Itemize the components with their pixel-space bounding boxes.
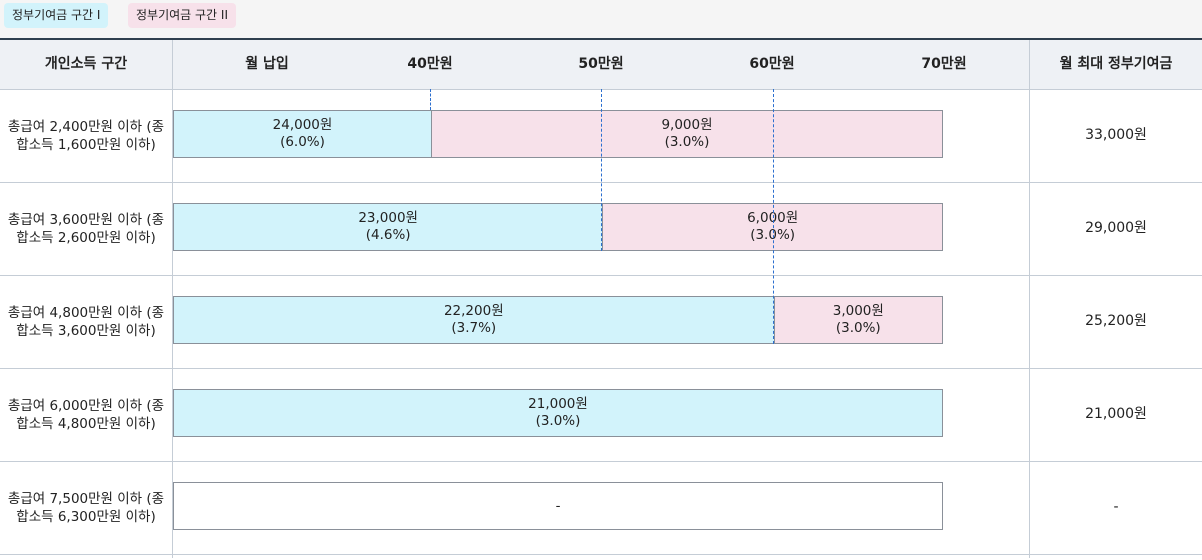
max-contribution-value: 21,000원 bbox=[1085, 406, 1147, 422]
tier2-bar-label: 9,000원 (3.0%) bbox=[661, 117, 713, 150]
tier2-bar: 6,000원 (3.0%) bbox=[602, 204, 942, 250]
contribution-bar-track: 24,000원 (6.0%) 9,000원 (3.0%) bbox=[173, 110, 943, 158]
income-bracket-text: 총급여 7,500만원 이하 (종합소득 6,300만원 이하) bbox=[7, 490, 165, 525]
table-row: 총급여 4,800만원 이하 (종합소득 3,600만원 이하) 22,200원(… bbox=[0, 275, 1202, 369]
table-row: 총급여 7,500만원 이하 (종합소득 6,300만원 이하) - - bbox=[0, 461, 1202, 555]
income-bracket-label: 총급여 6,000만원 이하 (종합소득 4,800만원 이하) bbox=[0, 368, 172, 461]
max-contribution-value: 29,000원 bbox=[1085, 220, 1147, 236]
column-divider bbox=[172, 40, 173, 558]
legend: 정부기여금 구간 I 정부기여금 구간 II bbox=[0, 0, 1202, 38]
legend-tier2-chip: 정부기여금 구간 II bbox=[128, 3, 236, 28]
tier1-bar: 24,000원 (6.0%) bbox=[174, 111, 431, 157]
empty-bar-label: - bbox=[555, 497, 561, 514]
income-bracket-label: 총급여 4,800만원 이하 (종합소득 3,600만원 이하) bbox=[0, 275, 172, 368]
gridline-60 bbox=[773, 89, 774, 344]
income-bracket-label: 총급여 7,500만원 이하 (종합소득 6,300만원 이하) bbox=[0, 461, 172, 554]
max-contribution-value: 33,000원 bbox=[1085, 127, 1147, 143]
income-bracket-text: 총급여 2,400만원 이하 (종합소득 1,600만원 이하) bbox=[7, 118, 165, 153]
max-contribution-value: 25,200원 bbox=[1085, 313, 1147, 329]
max-contribution-value: - bbox=[1113, 499, 1119, 515]
contribution-bar-track: 22,200원 (3.7%) 3,000원 (3.0%) bbox=[173, 296, 943, 344]
tier1-bar-label: 22,200원 (3.7%) bbox=[443, 303, 504, 336]
tier2-bar: 9,000원 (3.0%) bbox=[431, 111, 942, 157]
income-bracket-text: 총급여 3,600만원 이하 (종합소득 2,600만원 이하) bbox=[7, 211, 165, 246]
tick-label-70: 70만원 bbox=[921, 56, 967, 72]
contribution-bar-track: 21,000원 (3.0%) bbox=[173, 389, 943, 437]
legend-tier1-chip: 정부기여금 구간 I bbox=[4, 3, 109, 28]
tier1-bar-label: 23,000원 (4.6%) bbox=[358, 210, 418, 243]
contribution-bar-track: 23,000원 (4.6%) 6,000원 (3.0%) bbox=[173, 203, 943, 251]
tier1-bar-label: 21,000원 (3.0%) bbox=[528, 396, 588, 429]
tick-label-50: 50만원 bbox=[578, 56, 624, 72]
tier2-bar-label: 3,000원 (3.0%) bbox=[832, 303, 884, 336]
tier1-bar: 23,000원 (4.6%) bbox=[174, 204, 603, 250]
tier1-bar: 21,000원 (3.0%) bbox=[174, 390, 942, 436]
tick-label-40: 40만원 bbox=[407, 56, 453, 72]
income-bracket-text: 총급여 4,800만원 이하 (종합소득 3,600만원 이하) bbox=[7, 304, 165, 339]
tier2-bar-label: 6,000원 (3.0%) bbox=[747, 210, 799, 243]
gridline-40 bbox=[430, 89, 431, 110]
header-income: 개인소득 구간 bbox=[44, 56, 128, 72]
income-bracket-label: 총급여 2,400만원 이하 (종합소득 1,600만원 이하) bbox=[0, 89, 172, 182]
header-payment: 월 납입 bbox=[245, 56, 289, 72]
tier1-bar: 22,200원 (3.7%) bbox=[174, 297, 774, 343]
income-bracket-label: 총급여 3,600만원 이하 (종합소득 2,600만원 이하) bbox=[0, 182, 172, 275]
gridline-50 bbox=[601, 89, 602, 251]
table-header: 개인소득 구간 월 납입 40만원 50만원 60만원 70만원 월 최대 정부… bbox=[0, 40, 1202, 90]
table-row: 총급여 3,600만원 이하 (종합소득 2,600만원 이하) 23,000원(… bbox=[0, 182, 1202, 276]
header-max: 월 최대 정부기여금 bbox=[1059, 56, 1173, 72]
table-row: 총급여 6,000만원 이하 (종합소득 4,800만원 이하) 21,000원(… bbox=[0, 368, 1202, 462]
contribution-bar-track: - bbox=[173, 482, 943, 530]
income-bracket-text: 총급여 6,000만원 이하 (종합소득 4,800만원 이하) bbox=[7, 397, 165, 432]
tick-label-60: 60만원 bbox=[749, 56, 795, 72]
column-divider bbox=[1029, 40, 1030, 558]
tier1-bar-label: 24,000원 (6.0%) bbox=[272, 117, 333, 150]
table-row: 총급여 2,400만원 이하 (종합소득 1,600만원 이하) 24,000원(… bbox=[0, 89, 1202, 183]
tier2-bar: 3,000원 (3.0%) bbox=[773, 297, 942, 343]
contribution-table: 개인소득 구간 월 납입 40만원 50만원 60만원 70만원 월 최대 정부… bbox=[0, 38, 1202, 560]
